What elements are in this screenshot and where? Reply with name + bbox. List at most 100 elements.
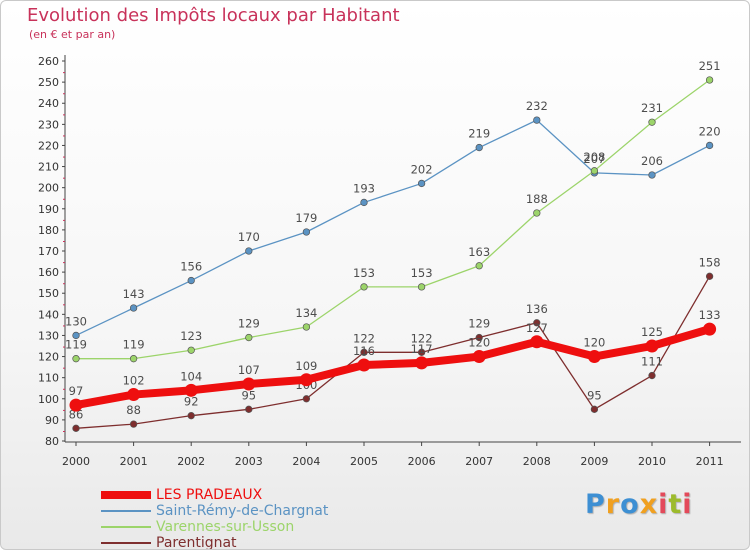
data-label: 111 bbox=[641, 355, 663, 369]
data-point bbox=[475, 143, 483, 152]
data-point bbox=[302, 395, 311, 403]
data-label: 208 bbox=[583, 150, 605, 164]
data-label: 95 bbox=[587, 388, 602, 402]
data-point bbox=[648, 371, 656, 380]
data-label: 122 bbox=[411, 331, 433, 345]
data-point bbox=[705, 141, 714, 150]
data-label: 123 bbox=[180, 329, 202, 343]
series-line bbox=[72, 325, 714, 410]
data-point bbox=[72, 424, 80, 432]
data-point bbox=[587, 350, 601, 364]
data-point bbox=[302, 323, 311, 331]
data-point bbox=[187, 276, 195, 285]
y-tick-label: 80 bbox=[45, 435, 59, 448]
data-point bbox=[415, 356, 429, 370]
x-tick-label: 2009 bbox=[580, 455, 608, 468]
data-label: 116 bbox=[353, 344, 375, 358]
y-tick-label: 140 bbox=[38, 308, 59, 321]
data-label: 92 bbox=[184, 395, 199, 409]
data-point bbox=[648, 118, 656, 126]
data-point bbox=[705, 76, 714, 84]
data-point bbox=[184, 383, 198, 397]
data-point bbox=[475, 262, 483, 270]
x-tick-label: 2002 bbox=[177, 455, 205, 468]
y-tick-label: 130 bbox=[38, 329, 59, 342]
data-point bbox=[648, 171, 656, 179]
data-label: 120 bbox=[468, 336, 490, 350]
data-label: 122 bbox=[353, 331, 375, 345]
data-point bbox=[302, 228, 311, 236]
data-label: 133 bbox=[699, 308, 721, 322]
data-label: 130 bbox=[65, 314, 87, 328]
data-label: 97 bbox=[69, 384, 84, 398]
data-label: 117 bbox=[411, 342, 433, 356]
y-tick-label: 200 bbox=[38, 182, 59, 195]
y-tick-label: 230 bbox=[38, 118, 59, 131]
data-point bbox=[533, 116, 541, 124]
data-point bbox=[417, 283, 426, 291]
data-label: 129 bbox=[238, 317, 260, 331]
data-point bbox=[357, 358, 371, 372]
y-tick-label: 240 bbox=[38, 97, 59, 110]
legend-swatch bbox=[101, 526, 151, 528]
logo-letter: P bbox=[585, 489, 606, 520]
data-label: 251 bbox=[699, 59, 721, 73]
legend-label: Varennes-sur-Usson bbox=[156, 519, 295, 535]
data-point bbox=[187, 346, 195, 354]
data-point bbox=[129, 355, 138, 363]
chart-title: Evolution des Impôts locaux par Habitant bbox=[27, 5, 400, 26]
data-label: 202 bbox=[411, 162, 433, 176]
data-label: 206 bbox=[641, 154, 663, 168]
data-label: 119 bbox=[123, 338, 145, 352]
data-label: 158 bbox=[699, 255, 721, 269]
data-point bbox=[645, 339, 659, 353]
data-point bbox=[590, 167, 599, 175]
data-point bbox=[475, 333, 483, 342]
data-label: 125 bbox=[641, 325, 663, 339]
x-tick-label: 2008 bbox=[523, 455, 551, 468]
data-label: 179 bbox=[295, 211, 317, 225]
y-tick-label: 170 bbox=[38, 245, 59, 258]
data-label: 156 bbox=[180, 260, 202, 274]
data-point bbox=[705, 272, 714, 280]
series-line bbox=[75, 275, 711, 429]
data-label: 102 bbox=[123, 374, 145, 388]
data-label: 95 bbox=[241, 388, 256, 402]
x-tick-label: 2001 bbox=[120, 455, 148, 468]
data-point bbox=[242, 377, 256, 391]
y-tick-label: 220 bbox=[38, 139, 59, 152]
data-label: 107 bbox=[238, 363, 260, 377]
data-label: 232 bbox=[526, 99, 548, 113]
data-label: 134 bbox=[295, 306, 317, 320]
data-label: 219 bbox=[468, 127, 490, 141]
y-tick-label: 150 bbox=[38, 287, 59, 300]
y-tick-label: 110 bbox=[38, 372, 59, 385]
data-label: 170 bbox=[238, 230, 260, 244]
y-tick-label: 100 bbox=[38, 393, 59, 406]
data-point bbox=[187, 412, 195, 420]
y-tick-label: 210 bbox=[38, 161, 59, 174]
data-point bbox=[245, 405, 253, 413]
data-label: 231 bbox=[641, 101, 663, 115]
data-label: 104 bbox=[180, 369, 202, 383]
y-tick-label: 260 bbox=[38, 55, 59, 68]
data-label: 129 bbox=[468, 317, 490, 331]
x-tick-label: 2007 bbox=[465, 455, 493, 468]
data-label: 163 bbox=[468, 245, 490, 259]
data-point bbox=[703, 322, 717, 336]
chart-subtitle: (en € et par an) bbox=[29, 28, 116, 41]
logo-letter: t bbox=[668, 489, 683, 520]
data-point bbox=[590, 405, 599, 413]
legend-swatch bbox=[101, 491, 151, 499]
data-point bbox=[472, 350, 486, 364]
logo-letter: i bbox=[682, 489, 693, 520]
data-point bbox=[533, 319, 541, 327]
data-point bbox=[299, 373, 313, 387]
data-point bbox=[72, 355, 80, 363]
series-line bbox=[75, 119, 711, 337]
y-tick-label: 90 bbox=[45, 414, 59, 427]
y-tick-label: 190 bbox=[38, 203, 59, 216]
data-label: 86 bbox=[69, 407, 84, 421]
